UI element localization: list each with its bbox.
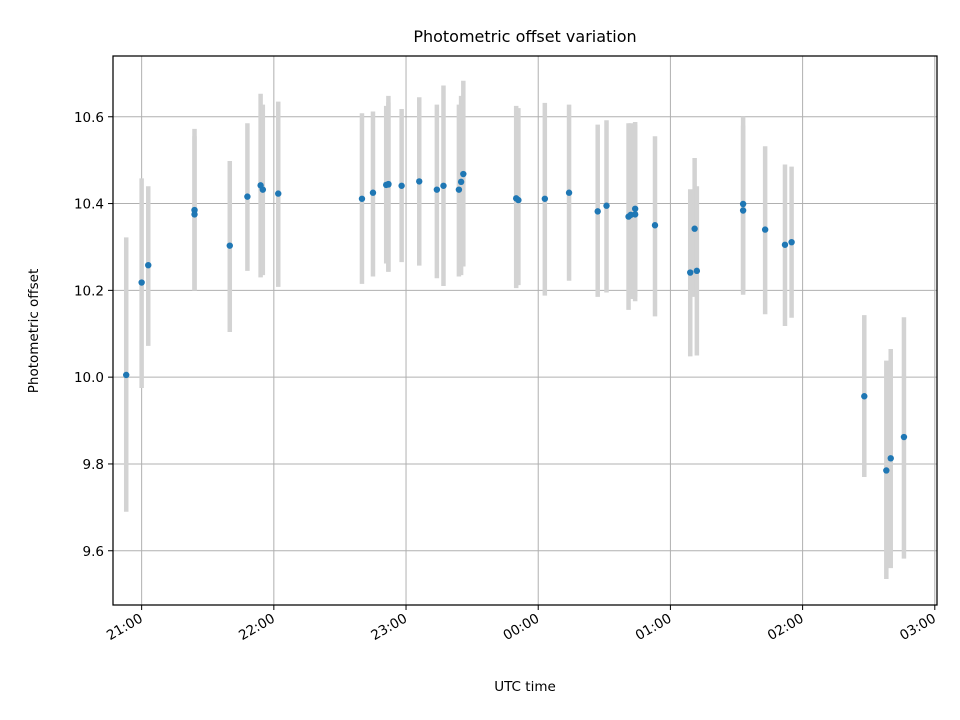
data-point <box>541 195 549 202</box>
data-point <box>138 279 145 286</box>
data-point <box>226 242 233 249</box>
data-point <box>788 238 795 246</box>
data-point <box>651 222 659 229</box>
data-point <box>145 261 152 269</box>
data-point <box>440 182 447 189</box>
y-tick-label: 10.2 <box>74 283 104 299</box>
y-axis-label: Photometric offset <box>26 269 42 393</box>
data-point <box>565 189 573 196</box>
data-point <box>781 241 789 248</box>
y-tick-label: 10.0 <box>74 370 104 386</box>
data-point <box>275 190 282 197</box>
data-point <box>631 211 639 218</box>
data-point <box>433 186 441 193</box>
data-point <box>693 267 701 275</box>
data-point <box>244 193 251 200</box>
data-point <box>761 226 769 233</box>
data-point <box>259 186 267 193</box>
data-point <box>191 206 198 214</box>
x-axis-label: UTC time <box>494 679 556 695</box>
data-point <box>900 433 908 441</box>
data-point <box>358 195 366 202</box>
data-point <box>398 182 405 189</box>
data-point <box>883 467 890 474</box>
data-point <box>369 189 377 196</box>
data-point <box>460 170 467 178</box>
data-point <box>455 186 463 193</box>
y-tick-label: 10.4 <box>74 197 104 213</box>
data-point <box>739 200 747 208</box>
data-points <box>123 170 908 474</box>
data-point <box>631 205 639 212</box>
y-tick-label: 10.6 <box>74 110 104 126</box>
grid-lines <box>113 56 937 605</box>
data-point <box>739 207 747 214</box>
data-point <box>385 181 392 188</box>
data-point <box>603 202 610 209</box>
data-point <box>687 269 694 276</box>
data-point <box>887 455 894 462</box>
chart-title: Photometric offset variation <box>413 27 636 46</box>
data-point <box>123 371 130 379</box>
plot-frame <box>112 55 938 606</box>
data-point <box>457 178 465 186</box>
y-tick-label: 9.6 <box>83 544 104 560</box>
data-point <box>861 393 868 400</box>
y-tick-label: 9.8 <box>83 457 104 473</box>
data-point <box>594 208 601 215</box>
data-point <box>515 196 522 204</box>
data-point <box>416 178 423 185</box>
data-point <box>691 225 698 232</box>
